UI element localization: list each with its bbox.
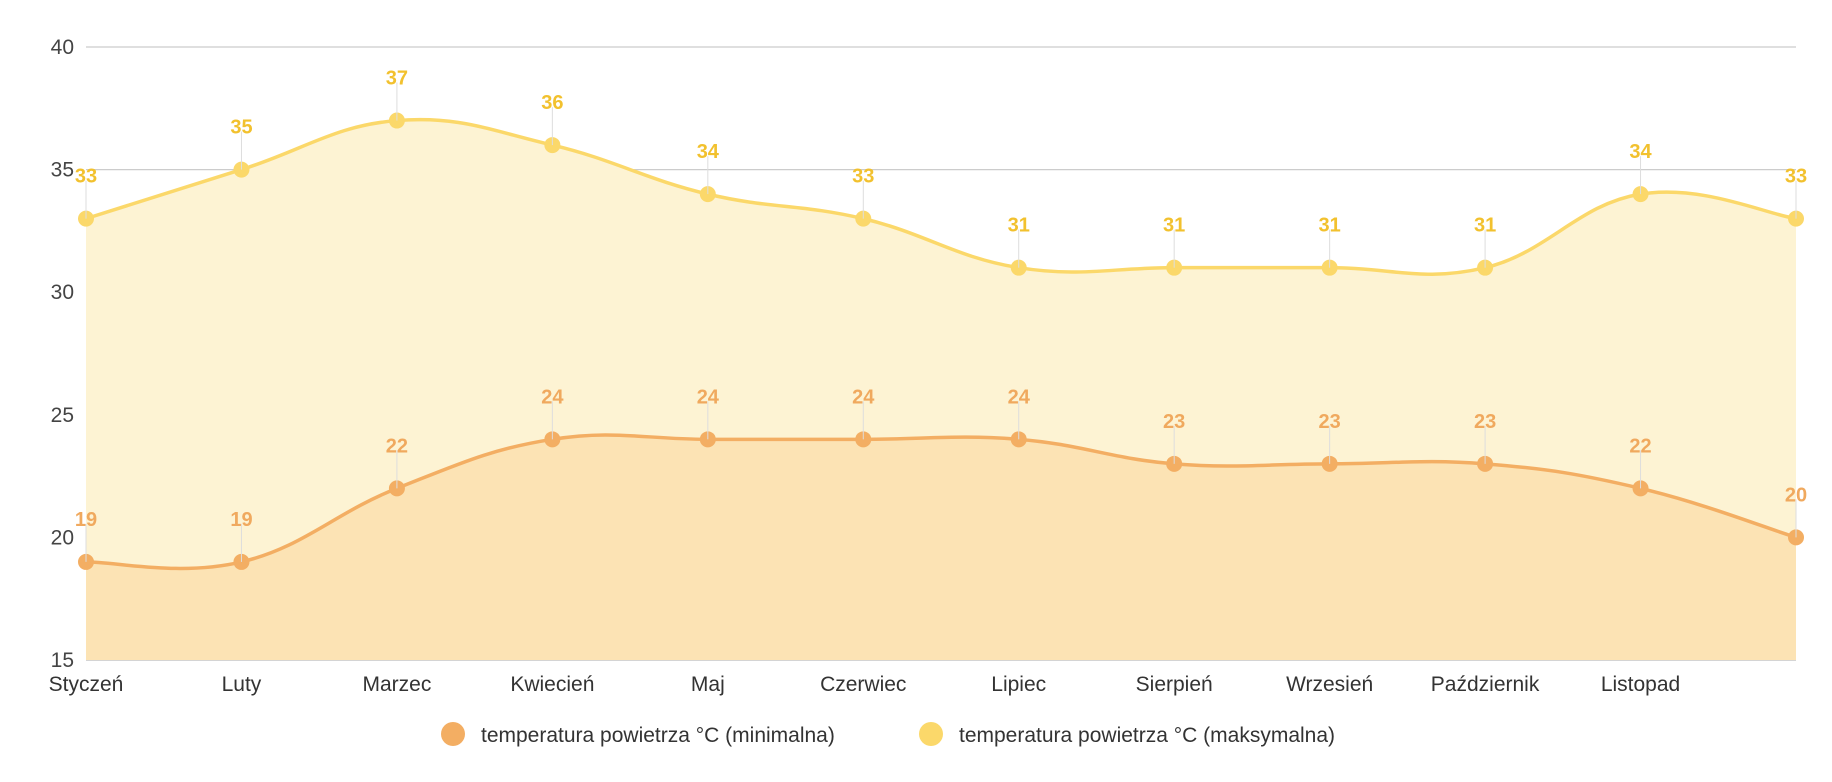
x-tick-label: Styczeń (49, 673, 124, 696)
legend: temperatura powietrza °C (minimalna) temp… (441, 722, 1335, 747)
data-label: 31 (1319, 215, 1341, 237)
data-label: 24 (697, 386, 720, 408)
legend-marker (919, 722, 943, 746)
legend-marker (441, 722, 465, 746)
y-tick-label: 30 (51, 281, 74, 304)
data-label: 23 (1474, 411, 1496, 433)
data-label: 24 (541, 386, 564, 408)
data-label: 19 (75, 509, 97, 531)
data-label: 19 (230, 509, 252, 531)
data-label: 33 (852, 166, 874, 188)
data-label: 37 (386, 68, 408, 90)
data-label: 22 (1629, 435, 1651, 457)
data-label: 24 (852, 386, 875, 408)
y-tick-label: 25 (51, 404, 74, 427)
data-label: 22 (386, 435, 408, 457)
x-tick-label: Wrzesień (1286, 673, 1373, 696)
data-label: 34 (697, 141, 720, 163)
data-label: 23 (1163, 411, 1185, 433)
x-tick-label: Kwiecień (510, 673, 594, 696)
data-label: 33 (75, 166, 97, 188)
x-tick-label: Luty (222, 673, 262, 696)
y-tick-label: 15 (51, 649, 74, 672)
legend-label: temperatura powietrza °C (maksymalna) (959, 724, 1335, 747)
x-tick-label: Maj (691, 673, 725, 696)
axis-labels: 15 20 25 30 35 40 Styczeń Luty Marzec Kwiecień Maj… (49, 36, 1681, 696)
legend-label: temperatura powietrza °C (minimalna) (481, 724, 835, 747)
data-label: 35 (230, 117, 252, 139)
y-tick-label: 40 (51, 36, 74, 59)
data-label: 33 (1785, 166, 1807, 188)
series-lines (85, 117, 1797, 571)
series-areas (86, 119, 1796, 660)
y-tick-label: 35 (51, 159, 74, 182)
x-tick-label: Sierpień (1136, 673, 1213, 696)
x-tick-label: Listopad (1601, 673, 1680, 696)
data-label: 34 (1629, 141, 1652, 163)
x-tick-label: Lipiec (991, 673, 1046, 696)
data-labels: 19 19 22 24 24 24 24 23 23 23 22 20 33 35 37 36 34 33 31 31… (75, 68, 1807, 562)
data-label: 31 (1474, 215, 1496, 237)
x-tick-label: Marzec (362, 673, 431, 696)
x-tick-label: Październik (1431, 673, 1540, 696)
data-label: 36 (541, 92, 563, 114)
data-label: 31 (1163, 215, 1185, 237)
data-label: 23 (1319, 411, 1341, 433)
y-tick-label: 20 (51, 526, 74, 549)
data-label: 24 (1008, 386, 1031, 408)
series-line (85, 117, 1797, 276)
data-label: 31 (1008, 215, 1030, 237)
data-label: 20 (1785, 484, 1807, 506)
x-tick-label: Czerwiec (820, 673, 906, 696)
series-line (85, 433, 1797, 571)
series-area (86, 434, 1796, 660)
